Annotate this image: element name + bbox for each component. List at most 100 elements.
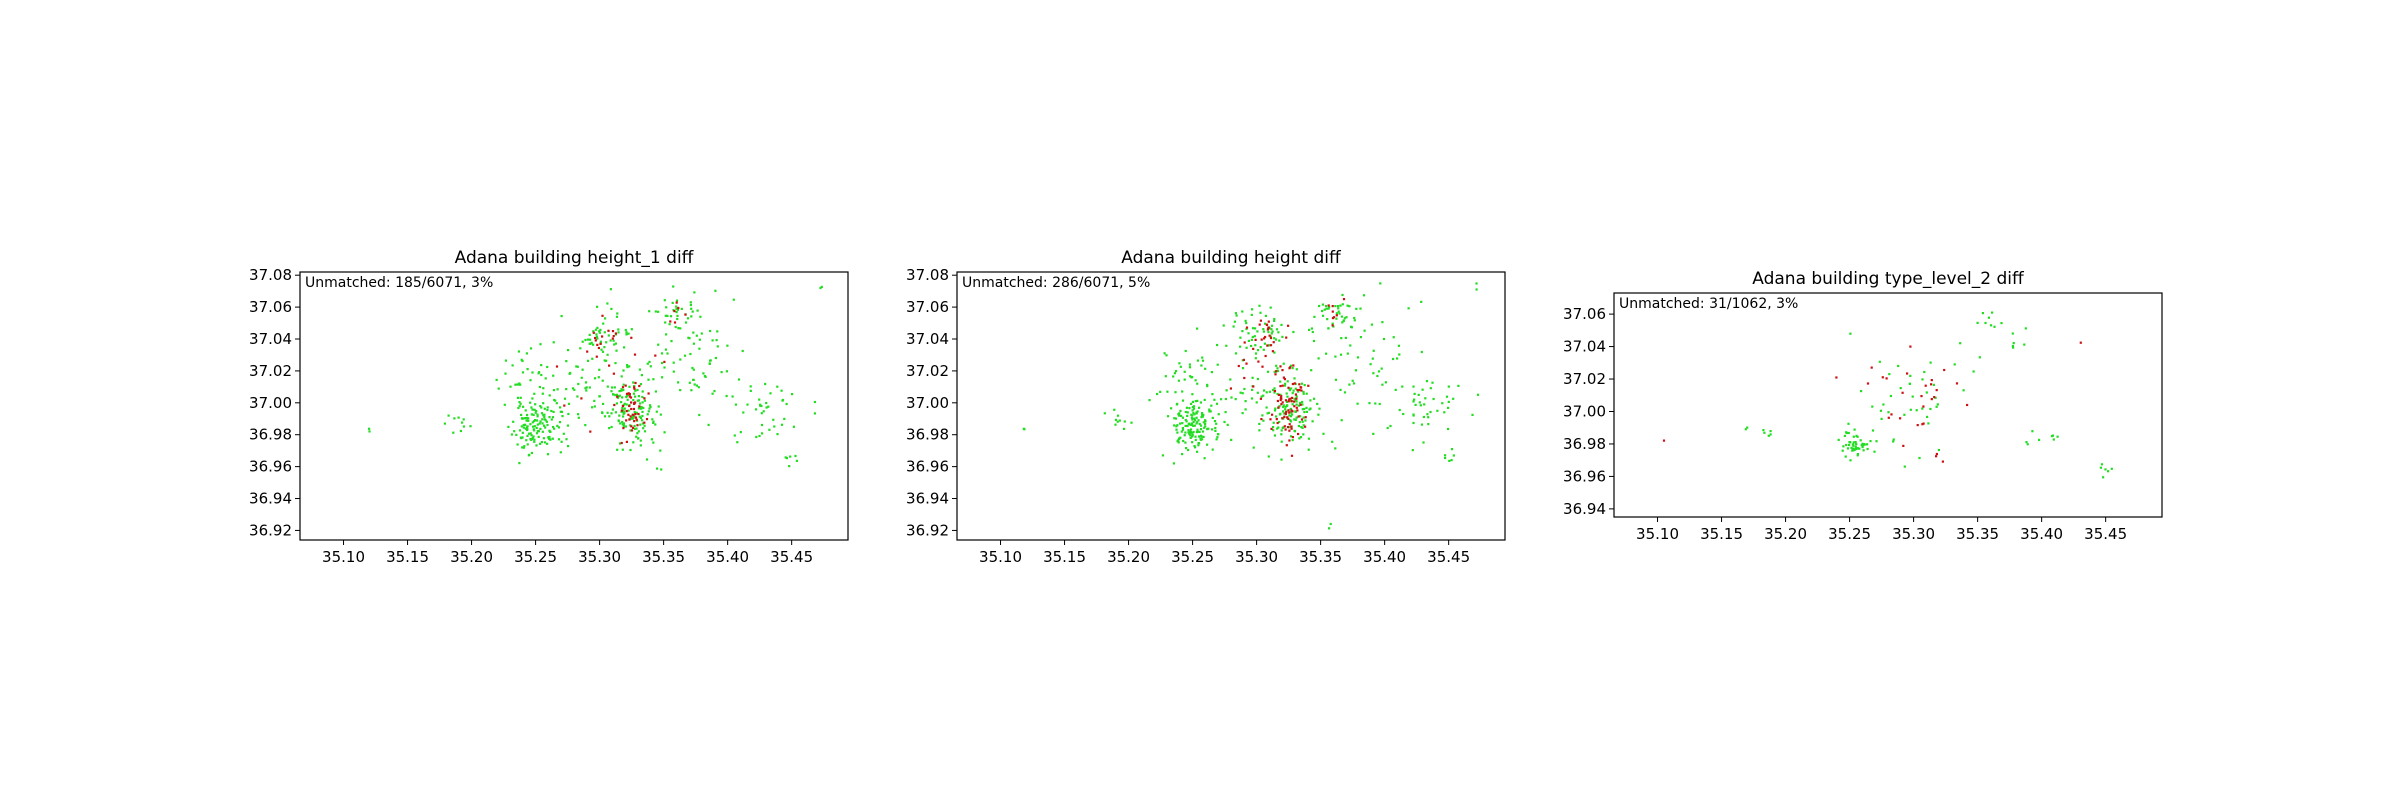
matched-point — [560, 315, 563, 318]
matched-point — [546, 406, 549, 409]
matched-point — [533, 408, 536, 411]
matched-point — [1295, 368, 1298, 371]
matched-point — [1195, 412, 1198, 415]
matched-point — [1202, 421, 1205, 424]
matched-point — [2051, 434, 2054, 437]
x-tick-label: 35.15 — [1700, 525, 1743, 543]
matched-point — [613, 343, 616, 346]
matched-point — [643, 430, 647, 433]
matched-point — [1201, 359, 1205, 362]
matched-point — [1181, 453, 1184, 456]
x-axis: 35.10 35.15 35.20 35.25 35.30 35.35 35.40 35.45 — [322, 540, 813, 566]
matched-point — [1178, 412, 1181, 415]
matched-point — [1909, 408, 1912, 411]
matched-point — [1267, 330, 1270, 334]
matched-point — [1334, 378, 1337, 381]
matched-point — [1189, 375, 1192, 378]
y-tick-label: 36.94 — [906, 490, 949, 508]
matched-point — [759, 403, 762, 406]
matched-point — [1183, 378, 1186, 381]
matched-point — [633, 427, 637, 431]
matched-point — [1935, 405, 1938, 408]
matched-point — [1190, 413, 1193, 416]
matched-point — [776, 433, 779, 436]
unmatched-point — [1289, 397, 1292, 400]
matched-point — [1386, 426, 1389, 430]
matched-point — [654, 423, 657, 426]
matched-point — [1191, 441, 1194, 444]
matched-point — [1871, 405, 1874, 408]
matched-point — [698, 338, 701, 341]
matched-point — [624, 425, 627, 428]
matched-point — [1194, 438, 1197, 442]
chart-panel-height: Adana building height diff 35.10 35.15 35.… — [906, 248, 1506, 566]
matched-point — [1022, 427, 1025, 430]
matched-point — [1232, 325, 1235, 328]
matched-point — [519, 383, 522, 386]
unmatched-point — [616, 395, 619, 398]
matched-point — [1413, 392, 1416, 395]
matched-point — [1202, 435, 1205, 438]
matched-point — [1224, 397, 1227, 401]
matched-point — [457, 416, 460, 419]
matched-point — [1311, 420, 1314, 423]
matched-point — [1305, 392, 1308, 395]
matched-point — [459, 429, 462, 433]
matched-point — [1845, 431, 1848, 435]
matched-point — [552, 389, 556, 392]
matched-point — [520, 358, 523, 361]
matched-point — [1201, 413, 1204, 416]
unmatched-point — [645, 418, 649, 421]
unmatched-point — [1271, 350, 1274, 353]
matched-point — [1282, 410, 1285, 413]
matched-point — [526, 413, 529, 417]
matched-point — [648, 310, 651, 313]
matched-point — [741, 349, 744, 353]
matched-point — [599, 328, 602, 331]
matched-point — [1192, 430, 1195, 434]
matched-point — [780, 389, 783, 392]
matched-point — [1372, 372, 1375, 375]
matched-point — [522, 423, 525, 427]
y-tick-label: 37.08 — [249, 266, 292, 284]
matched-point — [504, 359, 507, 362]
matched-point — [540, 441, 543, 444]
matched-point — [461, 421, 464, 424]
matched-point — [785, 457, 788, 460]
unmatched-point — [1287, 409, 1290, 412]
matched-point — [1861, 442, 1864, 445]
matched-point — [1163, 352, 1166, 355]
matched-point — [1859, 439, 1862, 442]
matched-point — [1379, 282, 1382, 285]
matched-point — [577, 416, 580, 419]
unmatched-point — [1269, 344, 1273, 347]
matched-point — [563, 397, 567, 400]
matched-point — [1253, 335, 1256, 338]
matched-point — [675, 307, 678, 310]
unmatched-point — [1254, 338, 1257, 341]
matched-point — [1259, 346, 1262, 349]
matched-point — [663, 366, 666, 369]
matched-point — [1180, 430, 1183, 433]
matched-point — [1342, 319, 1345, 323]
unmatched-point — [611, 337, 614, 340]
x-tick-label: 35.20 — [1764, 525, 1807, 543]
matched-point — [1976, 321, 1979, 324]
matched-point — [518, 462, 521, 465]
matched-point — [1292, 330, 1295, 334]
matched-point — [1856, 453, 1859, 456]
matched-point — [1863, 443, 1866, 446]
matched-point — [1288, 426, 1291, 429]
matched-point — [557, 426, 560, 429]
matched-point — [576, 395, 579, 398]
unmatched-point — [1283, 425, 1286, 428]
matched-point — [2024, 327, 2027, 330]
matched-point — [576, 365, 579, 368]
unmatched-point — [1266, 344, 1269, 347]
matched-point — [1841, 449, 1844, 452]
matched-point — [1412, 413, 1415, 416]
matched-point — [773, 425, 776, 428]
matched-point — [638, 415, 641, 418]
matched-point — [1208, 410, 1211, 413]
matched-point — [1302, 390, 1305, 393]
